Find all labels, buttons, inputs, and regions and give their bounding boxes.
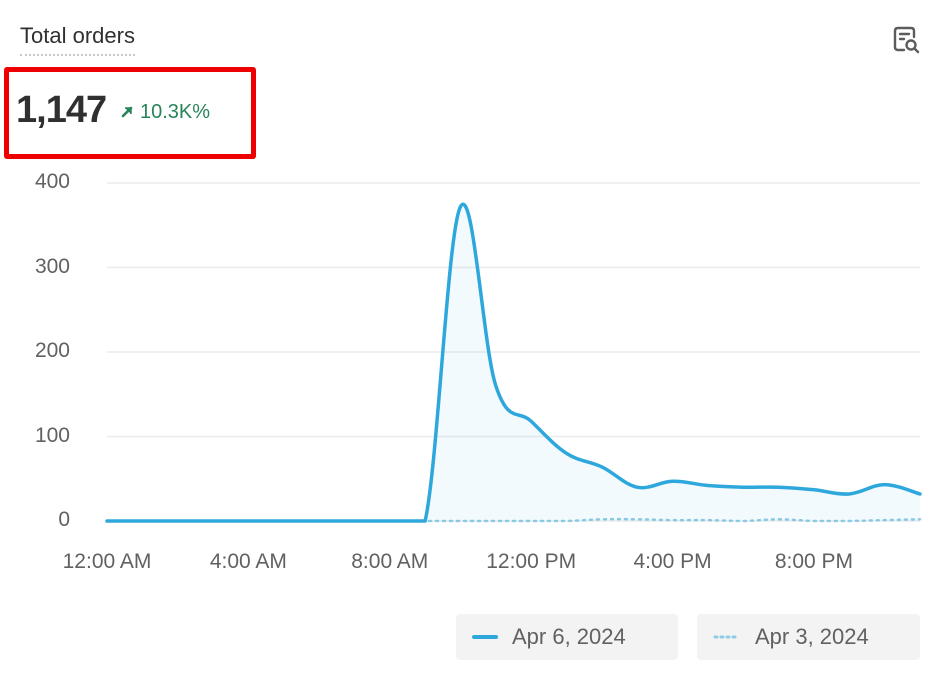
search-chart-icon (893, 26, 920, 54)
x-tick-label: 4:00 PM (633, 550, 712, 573)
highlight-box (4, 67, 256, 159)
explore-button[interactable] (888, 22, 924, 58)
series-line-apr-3 (105, 517, 922, 523)
y-tick-label: 400 (34, 170, 70, 193)
x-tick-label: 8:00 PM (774, 550, 854, 573)
x-tick-label: 8:00 AM (351, 550, 429, 573)
metric-change-value: 10.3K% (140, 100, 211, 123)
y-tick-label: 200 (34, 339, 70, 362)
arrow-up-right-icon (121, 106, 133, 118)
y-tick-label: 0 (58, 508, 70, 531)
legend-item-series-1[interactable]: Apr 6, 2024 (456, 614, 678, 660)
x-tick-label: 4:00 AM (209, 550, 287, 573)
legend-item-series-2[interactable]: Apr 3, 2024 (697, 614, 920, 660)
x-tick-label: 12:00 AM (62, 550, 152, 573)
metric-change: 10.3K% (120, 99, 210, 125)
card-title[interactable]: Total orders (20, 22, 135, 56)
x-tick-label: 12:00 PM (486, 550, 577, 573)
solid-line-icon (472, 635, 498, 639)
dotted-line-icon (713, 635, 741, 639)
y-tick-label: 100 (34, 423, 70, 447)
legend-label: Apr 3, 2024 (755, 624, 869, 649)
line-chart (105, 182, 922, 523)
series-area-apr-6 (107, 204, 920, 521)
legend-label: Apr 6, 2024 (512, 624, 626, 649)
series-line-apr-6 (105, 202, 922, 523)
metric-value: 1,147 (16, 89, 107, 131)
y-tick-label: 300 (34, 254, 70, 278)
